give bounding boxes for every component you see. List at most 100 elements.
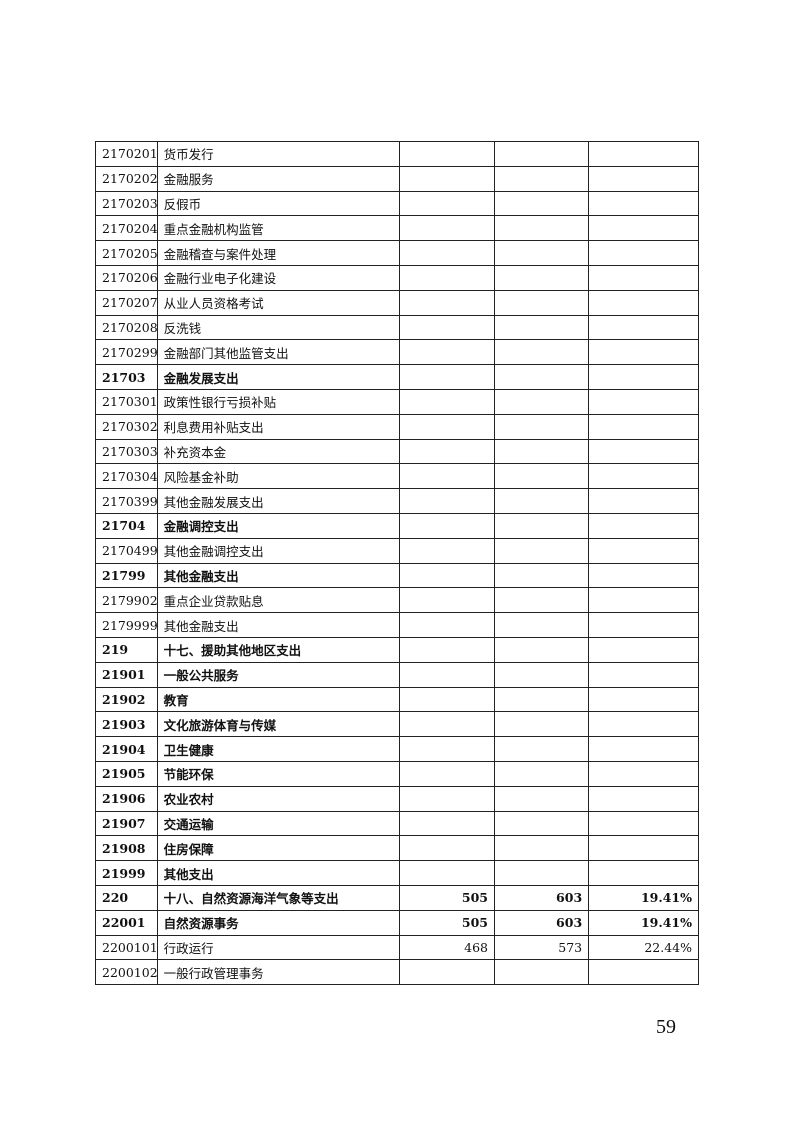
percent-cell: [588, 190, 699, 217]
percent-cell: [588, 860, 699, 886]
name-cell: 利息费用补贴支出: [156, 413, 400, 440]
code-cell: 2200101: [95, 934, 158, 961]
value-cell-2: 603: [493, 909, 590, 936]
table-row: 21908 住房保障: [95, 835, 699, 862]
name-cell: 政策性银行亏损补贴: [156, 388, 400, 415]
code-cell: 21907: [95, 810, 158, 837]
value-cell-2: [493, 438, 590, 465]
percent-cell: [588, 141, 699, 167]
budget-table: 2170201 货币发行 2170202 金融服务 2170203 反假币 2170204 重…: [95, 141, 699, 986]
code-cell: 2170204: [95, 215, 158, 242]
percent-cell: [588, 810, 699, 837]
value-cell-2: [493, 289, 590, 316]
code-cell: 21799: [95, 562, 158, 589]
value-cell-1: [398, 537, 496, 564]
name-cell: 金融部门其他监管支出: [156, 339, 400, 366]
value-cell-1: 505: [398, 884, 496, 911]
table-row: 21907 交通运输: [95, 810, 699, 837]
value-cell-1: [398, 240, 496, 266]
code-cell: 220: [95, 884, 158, 911]
table-row: 2170299 金融部门其他监管支出: [95, 339, 699, 366]
percent-cell: [588, 760, 699, 787]
code-cell: 21905: [95, 760, 158, 787]
percent-cell: [588, 512, 699, 539]
value-cell-2: [493, 959, 590, 986]
percent-cell: [588, 711, 699, 738]
value-cell-2: [493, 860, 590, 886]
value-cell-2: [493, 264, 590, 291]
code-cell: 2170207: [95, 289, 158, 316]
name-cell: 反洗钱: [156, 314, 400, 341]
value-cell-1: [398, 785, 496, 812]
percent-cell: [588, 537, 699, 564]
name-cell: 自然资源事务: [156, 909, 400, 936]
percent-cell: [588, 289, 699, 316]
percent-cell: [588, 636, 699, 663]
value-cell-2: [493, 388, 590, 415]
value-cell-1: [398, 215, 496, 242]
value-cell-1: 468: [398, 934, 496, 961]
percent-cell: [588, 165, 699, 192]
code-cell: 2170205: [95, 240, 158, 266]
name-cell: 金融行业电子化建设: [156, 264, 400, 291]
name-cell: 补充资本金: [156, 438, 400, 465]
value-cell-2: [493, 190, 590, 217]
name-cell: 教育: [156, 686, 400, 713]
value-cell-2: [493, 835, 590, 862]
value-cell-1: [398, 686, 496, 713]
code-cell: 2170301: [95, 388, 158, 415]
value-cell-1: [398, 711, 496, 738]
value-cell-2: [493, 339, 590, 366]
table-row: 2170499 其他金融调控支出: [95, 537, 699, 564]
value-cell-1: [398, 959, 496, 986]
value-cell-1: [398, 463, 496, 490]
percent-cell: [588, 959, 699, 986]
table-row: 21903 文化旅游体育与传媒: [95, 711, 699, 738]
percent-cell: [588, 785, 699, 812]
value-cell-1: [398, 388, 496, 415]
code-cell: 2170206: [95, 264, 158, 291]
value-cell-1: [398, 264, 496, 291]
code-cell: 21908: [95, 835, 158, 862]
value-cell-2: [493, 512, 590, 539]
name-cell: 反假币: [156, 190, 400, 217]
code-cell: 2170303: [95, 438, 158, 465]
table-row: 2179999 其他金融支出: [95, 612, 699, 638]
code-cell: 2170202: [95, 165, 158, 192]
code-cell: 2170499: [95, 537, 158, 564]
table-row: 2170202 金融服务: [95, 165, 699, 192]
table-row: 21799 其他金融支出: [95, 562, 699, 589]
value-cell-2: [493, 686, 590, 713]
value-cell-1: [398, 165, 496, 192]
name-cell: 金融发展支出: [156, 364, 400, 390]
percent-cell: [588, 413, 699, 440]
value-cell-2: [493, 661, 590, 688]
table-row: 220 十八、自然资源海洋气象等支出 505 603 19.41%: [95, 884, 699, 911]
value-cell-1: [398, 488, 496, 514]
percent-cell: [588, 388, 699, 415]
value-cell-2: [493, 562, 590, 589]
name-cell: 金融稽查与案件处理: [156, 240, 400, 266]
table-row: 21703 金融发展支出: [95, 364, 699, 390]
value-cell-1: [398, 141, 496, 167]
name-cell: 行政运行: [156, 934, 400, 961]
code-cell: 21901: [95, 661, 158, 688]
value-cell-1: 505: [398, 909, 496, 936]
code-cell: 22001: [95, 909, 158, 936]
table-row: 21904 卫生健康: [95, 736, 699, 762]
percent-cell: [588, 736, 699, 762]
percent-cell: [588, 364, 699, 390]
percent-cell: [588, 314, 699, 341]
table-row: 2170302 利息费用补贴支出: [95, 413, 699, 440]
code-cell: 21704: [95, 512, 158, 539]
code-cell: 2170399: [95, 488, 158, 514]
code-cell: 21999: [95, 860, 158, 886]
percent-cell: [588, 612, 699, 638]
percent-cell: [588, 264, 699, 291]
table-row: 2170201 货币发行: [95, 141, 699, 167]
table-row: 2170303 补充资本金: [95, 438, 699, 465]
code-cell: 21903: [95, 711, 158, 738]
value-cell-2: [493, 314, 590, 341]
table-row: 2179902 重点企业贷款贴息: [95, 587, 699, 614]
value-cell-2: [493, 785, 590, 812]
